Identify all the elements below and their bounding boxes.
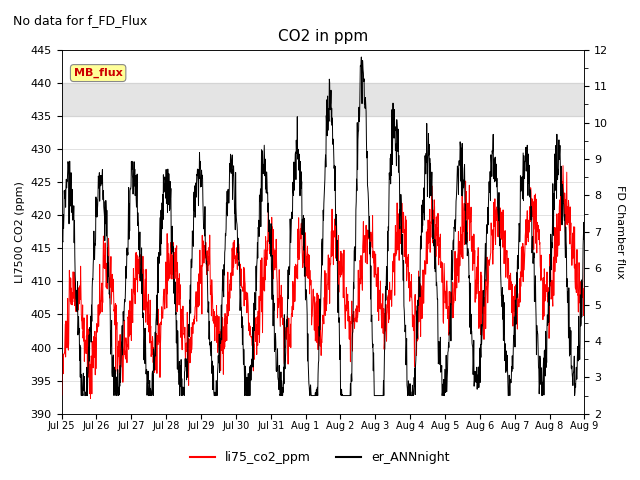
Y-axis label: FD Chamber flux: FD Chamber flux: [615, 185, 625, 279]
Y-axis label: LI7500 CO2 (ppm): LI7500 CO2 (ppm): [15, 181, 25, 283]
Bar: [61, 83, 584, 116]
Text: No data for f_FD_Flux: No data for f_FD_Flux: [13, 14, 147, 27]
Text: MB_flux: MB_flux: [74, 68, 122, 78]
Title: CO2 in ppm: CO2 in ppm: [278, 29, 368, 44]
Legend: li75_co2_ppm, er_ANNnight: li75_co2_ppm, er_ANNnight: [186, 446, 454, 469]
